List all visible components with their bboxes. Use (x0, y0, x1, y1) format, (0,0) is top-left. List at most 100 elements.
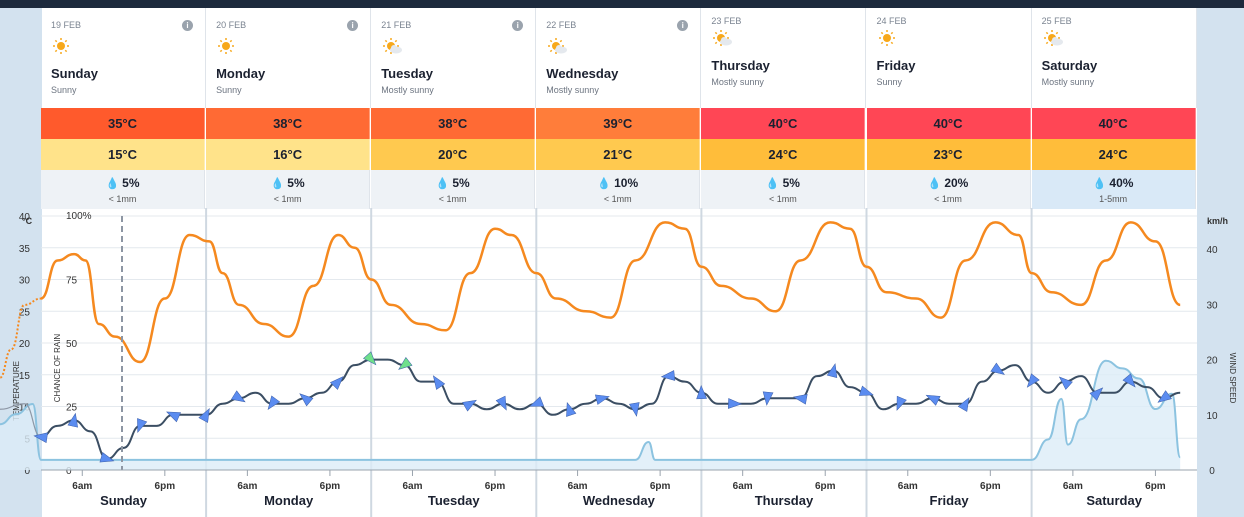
x-day-label: Wednesday (583, 493, 656, 508)
rain-chance: 5% (287, 176, 305, 190)
x-day-label: Friday (930, 493, 970, 508)
wind-direction-arrow (925, 394, 941, 406)
wind-axis-label: WIND SPEED (1228, 353, 1237, 404)
raindrops-icon: 💧 (1092, 178, 1107, 190)
time-tick-label: 6pm (815, 481, 836, 492)
wind-direction-arrow (137, 418, 148, 434)
rain-tick-label: 75 (66, 276, 78, 287)
x-day-label: Monday (264, 493, 314, 508)
time-tick-label: 6pm (155, 481, 176, 492)
wind-direction-arrow (594, 394, 610, 405)
low-temp-cell: 24°C (1031, 139, 1196, 170)
day-date: 25 FEB (1041, 16, 1072, 26)
wind-direction-arrow (762, 391, 774, 406)
rain-tick-label: 25 (66, 403, 78, 414)
day-name: Thursday (711, 58, 770, 73)
day-condition: Sunny (876, 77, 903, 87)
wind-direction-arrow (99, 452, 115, 463)
raindrops-icon: 💧 (765, 178, 780, 190)
x-day-label: Thursday (755, 493, 814, 508)
raindrops-icon: 💧 (927, 178, 942, 190)
wind-tick-label: 40 (1206, 245, 1218, 256)
day-column-sunday[interactable]: 19 FEB i Sunday Sunny (41, 8, 206, 108)
temp-tick-label: 25 (19, 307, 31, 318)
wind-direction-arrow (1089, 387, 1104, 401)
day-column-thursday[interactable]: 23 FEBiThursdayMostly sunny (701, 8, 867, 108)
low-temp-cell: 24°C (701, 139, 866, 170)
rain-tick-label: 50 (66, 339, 78, 350)
day-date: 23 FEB (711, 16, 742, 26)
top-bar (0, 0, 1244, 8)
rain-chance: 20% (944, 176, 969, 190)
day-column-monday[interactable]: 20 FEB i Monday Sunny (206, 8, 372, 108)
rain-amount: < 1mm (603, 194, 632, 204)
wind-direction-arrow (696, 385, 707, 400)
day-column-saturday[interactable]: 25 FEBiSaturdayMostly sunny (1032, 8, 1197, 108)
temp-tick-label: 0 (24, 466, 30, 477)
rain-tick-label: 100% (66, 211, 92, 222)
rain-amount: < 1mm (769, 194, 797, 204)
wind-tick-label: 0 (1209, 466, 1215, 477)
info-icon[interactable]: i (182, 20, 193, 31)
day-condition: Mostly sunny (546, 85, 599, 95)
wind-direction-arrow (1122, 373, 1136, 388)
time-tick-label: 6am (568, 481, 588, 492)
wind-direction-arrow (727, 398, 743, 409)
wind-past-line (0, 403, 42, 438)
day-name: Monday (216, 66, 266, 81)
sun-cloud-icon (1043, 29, 1064, 47)
low-temp-cell: 23°C (866, 139, 1031, 170)
wind-tick-label: 10 (1206, 411, 1218, 422)
time-tick-label: 6pm (485, 481, 506, 492)
info-icon[interactable]: i (677, 20, 689, 31)
rain-amount: 1-5mm (1099, 194, 1128, 204)
time-tick-label: 6pm (650, 481, 671, 492)
rain-row: 💧 5% < 1mm 💧 5% < 1mm 💧 5% < 1mm 💧 10% < 1mm 💧 5% < 1m… (41, 170, 1197, 209)
wind-tick-label: 30 (1206, 300, 1218, 311)
time-tick-label: 6pm (1145, 481, 1166, 492)
time-tick-label: 6am (402, 481, 422, 492)
rain-axis-label: CHANCE OF RAIN (53, 334, 62, 403)
sun-cloud-icon (548, 37, 568, 55)
rain-cell: 💧 20% < 1mm (866, 170, 1031, 209)
wind-direction-arrow (792, 394, 808, 405)
wind-direction-arrow (896, 395, 907, 411)
rain-chance-area (0, 360, 1181, 470)
rain-amount: < 1mm (273, 194, 302, 204)
info-icon[interactable]: i (347, 20, 359, 31)
day-condition: Sunny (216, 85, 242, 95)
temp-tick-label: 30 (19, 276, 31, 287)
day-column-friday[interactable]: 24 FEBiFridaySunny (867, 8, 1032, 108)
day-name: Saturday (1041, 58, 1098, 73)
day-condition: Mostly sunny (1041, 77, 1095, 87)
high-temp-cell: 35°C (41, 108, 205, 139)
rain-amount: < 1mm (438, 194, 467, 204)
time-tick-label: 6am (72, 481, 92, 492)
day-date: 20 FEB (216, 20, 247, 30)
day-header-row: 19 FEB i Sunday Sunny 20 FEB i Monday Sunny 21 F… (41, 8, 1197, 108)
right-side-panel (1197, 8, 1244, 517)
info-icon[interactable]: i (512, 20, 524, 31)
time-tick-label: 6am (733, 481, 753, 492)
temp-tick-label: 20 (19, 339, 31, 350)
wind-direction-arrow (1058, 376, 1073, 390)
sun-icon (218, 37, 238, 55)
day-condition: Mostly sunny (711, 77, 764, 87)
sun-icon (53, 37, 73, 55)
day-condition: Sunny (51, 85, 77, 95)
wind-direction-arrow (1026, 373, 1040, 388)
time-tick-label: 6am (1063, 481, 1083, 492)
x-day-label: Saturday (1086, 493, 1142, 508)
high-temp-cell: 40°C (701, 108, 866, 139)
day-date: 19 FEB (51, 20, 82, 30)
day-column-wednesday[interactable]: 22 FEB i Wednesday Mostly sunny (536, 8, 702, 108)
low-temp-cell: 21°C (536, 139, 701, 170)
rain-cell: 💧 40% 1-5mm (1031, 170, 1196, 209)
time-tick-label: 6am (237, 481, 257, 492)
low-temp-cell: 15°C (41, 139, 205, 170)
high-temp-cell: 38°C (206, 108, 371, 139)
rain-cell: 💧 5% < 1mm (371, 170, 536, 209)
day-column-tuesday[interactable]: 21 FEB i Tuesday Mostly sunny (371, 8, 537, 108)
wind-direction-arrow (957, 397, 970, 412)
wind-direction-arrow (858, 385, 874, 396)
